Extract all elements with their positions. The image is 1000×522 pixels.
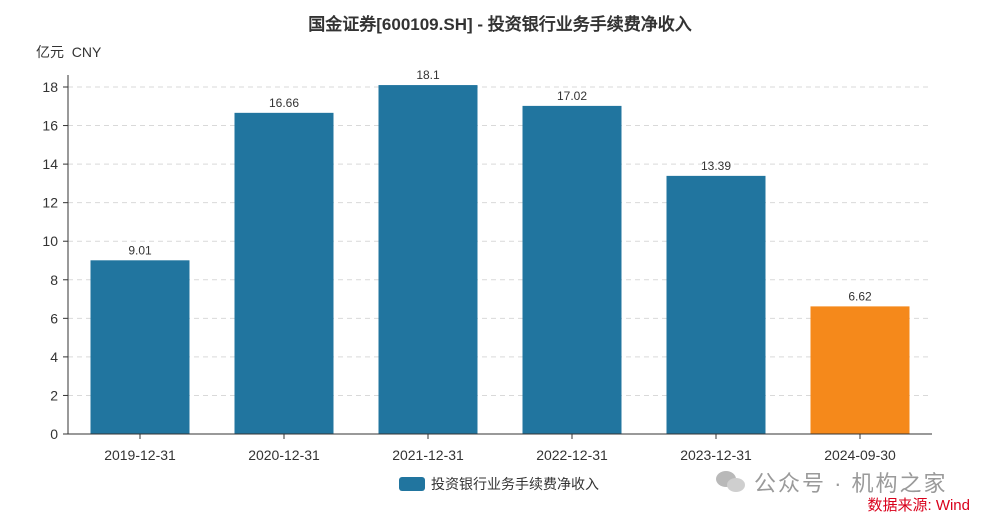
y-axis-ticks: 0 2 4 6 8 10 12 14 16 18: [42, 79, 68, 442]
legend-label: 投资银行业务手续费净收入: [431, 476, 599, 492]
y-tick-label: 16: [42, 118, 58, 134]
legend[interactable]: 投资银行业务手续费净收入: [399, 476, 599, 492]
bar[interactable]: [666, 175, 766, 435]
bar-value-label: 13.39: [701, 159, 731, 173]
x-tick-label: 2023-12-31: [680, 447, 752, 463]
y-tick-label: 6: [50, 310, 58, 326]
y-tick-label: 4: [50, 349, 58, 365]
x-tick-label: 2022-12-31: [536, 447, 608, 463]
y-tick-label: 14: [42, 156, 58, 172]
chart-title: 国金证券[600109.SH] - 投资银行业务手续费净收入: [308, 14, 692, 34]
wechat-icon: [716, 469, 746, 495]
y-tick-label: 12: [42, 195, 58, 211]
grid-lines: [68, 86, 932, 396]
bar-value-label: 18.1: [416, 68, 440, 82]
bar-value-label: 17.02: [557, 89, 587, 103]
bar[interactable]: [810, 306, 910, 434]
bar-value-label: 6.62: [848, 289, 872, 303]
y-tick-label: 2: [50, 387, 58, 403]
x-tick-label: 2019-12-31: [104, 447, 176, 463]
bar[interactable]: [234, 112, 334, 435]
bar-value-label: 16.66: [269, 96, 299, 110]
x-tick-label: 2021-12-31: [392, 447, 464, 463]
watermark: 公众号 · 机构之家: [716, 466, 948, 498]
y-tick-label: 10: [42, 233, 58, 249]
watermark-text: 公众号 · 机构之家: [754, 471, 948, 496]
bars: 9.01 16.66 18.1 17.02 13.39 6.62: [90, 68, 910, 435]
x-axis-ticks: 2019-12-31 2020-12-31 2021-12-31 2022-12-31…: [104, 434, 896, 463]
y-unit-label: 亿元 CNY: [36, 44, 102, 60]
data-source: 数据来源: Wind: [867, 497, 970, 514]
bar[interactable]: [378, 85, 478, 435]
y-tick-label: 8: [50, 272, 58, 288]
bar[interactable]: [90, 260, 190, 434]
y-tick-label: 0: [50, 426, 58, 442]
y-tick-label: 18: [42, 79, 58, 95]
bar[interactable]: [522, 105, 622, 435]
x-tick-label: 2020-12-31: [248, 447, 320, 463]
x-tick-label: 2024-09-30: [824, 447, 896, 463]
legend-swatch: [399, 477, 425, 491]
bar-value-label: 9.01: [128, 243, 152, 257]
